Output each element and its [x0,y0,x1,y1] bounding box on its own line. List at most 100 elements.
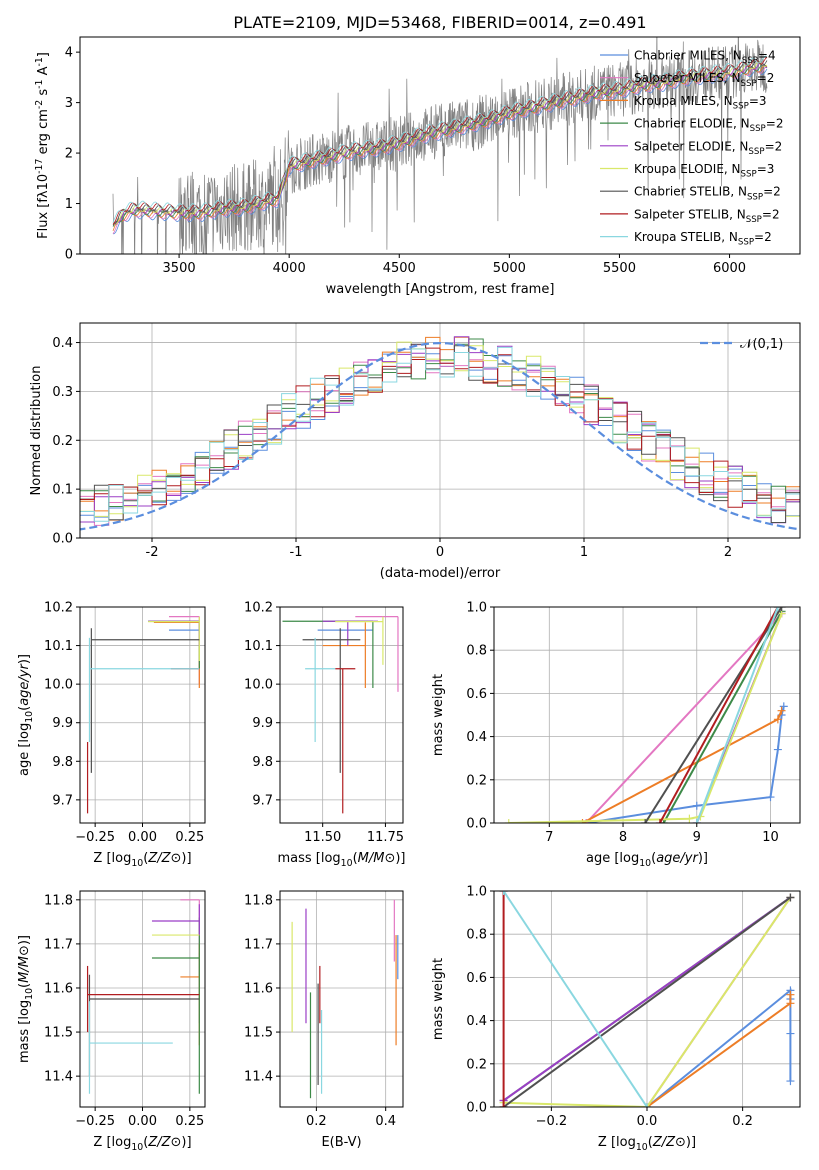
spectrum-frame [79,36,801,255]
y-tick-label: 0.2 [466,773,487,788]
spectrum-xlabel: wavelength [Angstrom, rest frame] [326,282,555,297]
x-tick-label: 4500 [383,261,416,276]
mass-weight-line-chabrier_elodie [662,610,783,823]
y-tick-label: 11.6 [244,981,273,996]
mass_weight_vs_age-plot-area [504,607,788,823]
mass-weight-marker-kroupa_stelib [643,1103,651,1107]
x-tick-label: 7 [545,830,553,845]
legend-label-normal: 𝒩(0,1) [740,337,783,352]
mass_vs_ebv-axes: 0.2 0.4 11.4 11.5 11.6 11.7 11.8 E(B-V) [244,890,404,1150]
x-tick-label: -2 [146,545,159,560]
mass-weight-marker-chabrier_stelib [641,819,650,823]
y-tick-label: 11.8 [244,893,273,908]
residuals-xlabel: (data-model)/error [380,566,501,581]
y-tick-label: 9.7 [52,793,73,808]
y-tick-label: 9.9 [252,716,273,731]
age_vs_z-plot-area [86,616,200,814]
x-tick-label: 0.2 [732,1114,753,1129]
x-tick-label: 3500 [163,261,196,276]
mass-weight-marker-kroupa_stelib [773,607,782,611]
y-tick-label: 11.4 [244,1070,273,1085]
mass-weight-line-kroupa_stelib [502,891,648,1107]
x-tick-label: 0.0 [637,1114,658,1129]
y-tick-label: 10.1 [244,639,273,654]
legend-label-chabrier_miles: Chabrier MILES, NSSP=4 [634,49,776,67]
x-tick-label: 0.00 [128,830,157,845]
age_vs_mass-axes: 11.50 11.75 9.7 9.8 9.9 10.0 10.1 10.2 mass [log… [244,601,405,869]
y-tick-label: 0.8 [466,928,487,943]
x-tick-label: 4000 [273,261,306,276]
mass-weight-line-kroupa_elodie [503,896,792,1107]
mass-weight-line-salpeter_stelib [659,607,779,823]
data-spectrum-line [112,37,768,254]
x-tick-label: 11.75 [367,830,404,845]
y-tick-label: 1 [65,197,73,212]
mass-weight-marker-salpeter_stelib [655,819,664,823]
y-tick-label: 0.1 [52,483,73,498]
residuals-plot-area [80,336,800,537]
model-line-chabrier_elodie [112,63,768,227]
y-tick-label: 1.0 [466,601,487,616]
spectrum-plot-area [112,37,768,254]
x-tick-label: -1 [290,545,303,560]
legend-label-kroupa_elodie: Kroupa ELODIE, NSSP=3 [634,162,774,180]
x-tick-label: −0.25 [75,1114,115,1129]
legend-label-salpeter_miles: Salpeter MILES, NSSP=2 [634,71,774,89]
mass_weight_vs_age-frame [493,606,801,824]
y-tick-label: 11.5 [44,1026,73,1041]
mass-weight-marker-chabrier_miles [692,801,701,810]
legend-label-salpeter_elodie: Salpeter ELODIE, NSSP=2 [634,139,782,157]
y-tick-label: 9.8 [52,755,73,770]
y-tick-label: 0.4 [466,730,487,745]
mass-weight-line-kroupa_stelib [695,607,779,823]
mass_vs_z-axes: −0.25 0.00 0.25 11.4 11.5 11.6 11.7 11.8 Z [log1… [17,890,206,1153]
y-tick-label: 0.2 [52,434,73,449]
y-tick-label: 11.5 [244,1026,273,1041]
y-tick-label: 0.3 [52,385,73,400]
x-tick-label: 0.00 [128,1114,157,1129]
x-tick-label: −0.2 [536,1114,568,1129]
mass-weight-marker-salpeter_stelib [499,1103,508,1107]
y-tick-label: 10.0 [244,678,273,693]
y-tick-label: 11.6 [44,981,73,996]
x-tick-label: 9 [693,830,701,845]
legend-label-chabrier_elodie: Chabrier ELODIE, NSSP=2 [634,117,783,135]
y-tick-label: 0.6 [466,971,487,986]
histogram-kroupa_stelib [80,346,800,528]
x-tick-label: 0.4 [375,1114,396,1129]
x-tick-label: 5500 [603,261,636,276]
y-tick-label: 4 [65,46,73,61]
y-tick-label: 0.0 [466,1101,487,1116]
figure-title: PLATE=2109, MJD=53468, FIBERID=0014, z=0… [233,13,646,32]
y-tick-label: 11.8 [44,893,73,908]
mass-weight-marker-kroupa_stelib [692,819,701,823]
mass_weight_vs_z-ylabel: mass weight [431,958,446,1040]
y-tick-label: 10.1 [44,639,73,654]
mass-weight-marker-chabrier_miles [786,1077,795,1086]
panels-layer: 3500 4000 4500 5000 5500 6000 0 1 2 3 4 wavelength … [17,36,801,1153]
mass_vs_z-plot-area [86,899,200,1094]
mass-weight-marker-chabrier_stelib [777,607,786,611]
mass-weight-marker-kroupa_miles [786,999,795,1008]
residuals-ylabel: Normed distribution [29,366,44,496]
mass_weight_vs_z-xlabel: Z [log10(Z/Z⊙)] [598,1135,696,1153]
mass-weight-marker-kroupa_elodie [685,814,694,823]
mass_weight_vs_age-ylabel: mass weight [431,674,446,756]
age_vs_z-xlabel: Z [log10(Z/Z⊙)] [93,851,191,869]
mass_vs_ebv-xlabel: E(B-V) [321,1135,361,1150]
x-tick-label: −0.25 [75,830,115,845]
model-line-salpeter_stelib [112,56,768,225]
mass_weight_vs_z-plot-area [499,891,795,1107]
x-tick-label: 1 [580,545,588,560]
y-tick-label: 11.7 [44,937,73,952]
residuals-axes: -2 -1 0 1 2 0.0 0.1 0.2 0.3 0.4 (data-model)/error… [29,322,801,581]
mass-weight-marker-kroupa_miles [777,706,786,715]
mass-weight-marker-kroupa_stelib [499,891,508,895]
y-tick-label: 1.0 [466,885,487,900]
y-tick-label: 9.8 [252,755,273,770]
mass-weight-marker-chabrier_miles [786,1029,795,1038]
x-tick-label: 0.25 [175,830,204,845]
mass_weight_vs_z-axes: −0.2 0.0 0.2 0.0 0.2 0.4 0.6 0.8 1.0 Z [log10(Z/Z… [431,885,801,1153]
legend-label-chabrier_stelib: Chabrier STELIB, NSSP=2 [634,185,781,203]
